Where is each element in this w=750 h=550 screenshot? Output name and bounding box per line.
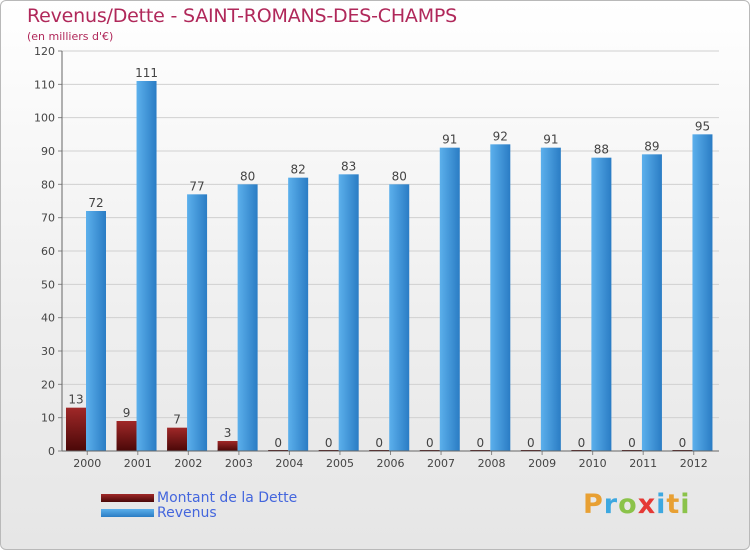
y-axis-ticks: 0 10 20 30 40 50 60 70 80 90 100 110 120 [34, 45, 62, 458]
y-tick-label: 100 [34, 112, 55, 125]
logo-letter: t [666, 489, 681, 520]
legend-swatch-revenus [101, 508, 154, 517]
bar-revenus [86, 211, 106, 451]
data-label-dette: 0 [679, 436, 687, 450]
x-tick-label: 2011 [629, 457, 657, 470]
logo-letter: x [637, 489, 657, 520]
data-labels: 1372911177738008208308009109209108808909… [68, 66, 710, 450]
bar-revenus [540, 147, 561, 451]
axes [61, 51, 719, 452]
bar-revenus [237, 184, 258, 452]
data-label-dette: 9 [123, 406, 131, 420]
logo-letter: P [583, 489, 604, 520]
x-tick-label: 2006 [377, 457, 405, 470]
data-label-revenus: 91 [442, 133, 457, 147]
x-tick-label: 2005 [326, 457, 354, 470]
data-label-dette: 0 [578, 436, 586, 450]
data-label-revenus: 83 [341, 159, 356, 173]
y-tick-label: 0 [48, 445, 55, 458]
y-tick-label: 10 [41, 412, 55, 425]
data-label-revenus: 77 [189, 179, 204, 193]
x-tick-label: 2007 [427, 457, 455, 470]
x-tick-label: 2002 [174, 457, 202, 470]
legend-swatch-dette [101, 493, 154, 502]
y-tick-label: 30 [41, 345, 55, 358]
bar-revenus [641, 154, 662, 452]
data-label-revenus: 88 [594, 143, 609, 157]
data-label-dette: 0 [426, 436, 434, 450]
bar-revenus [490, 144, 511, 452]
data-label-revenus: 89 [644, 139, 659, 153]
data-label-revenus: 82 [291, 163, 306, 177]
bar-dette [116, 421, 137, 451]
bar-revenus [338, 174, 359, 452]
bar-revenus [187, 194, 208, 452]
y-tick-label: 20 [41, 378, 55, 391]
y-tick-label: 90 [41, 145, 55, 158]
bar-revenus [439, 147, 460, 451]
logo-letter: o [618, 489, 638, 520]
data-label-dette: 3 [224, 426, 232, 440]
y-tick-label: 110 [34, 78, 55, 91]
bar-revenus [389, 184, 410, 452]
x-tick-label: 2000 [73, 457, 101, 470]
y-tick-label: 50 [41, 278, 55, 291]
logo-letter: r [603, 489, 619, 520]
data-label-revenus: 95 [695, 119, 710, 133]
y-tick-label: 70 [41, 212, 55, 225]
data-label-revenus: 80 [392, 169, 407, 183]
bar-dette [217, 441, 238, 451]
x-tick-label: 2001 [124, 457, 152, 470]
data-label-dette: 0 [527, 436, 535, 450]
legend-item-dette: Montant de la Dette [101, 487, 298, 506]
data-label-revenus: 111 [135, 66, 158, 80]
data-label-revenus: 72 [88, 196, 103, 210]
bar-dette [66, 407, 86, 451]
y-tick-label: 60 [41, 245, 55, 258]
data-label-revenus: 92 [493, 129, 508, 143]
y-tick-label: 80 [41, 178, 55, 191]
x-tick-label: 2003 [225, 457, 253, 470]
x-axis-ticks: 2000 2001 2002 2003 2004 2005 2006 2007 2008 2009… [73, 451, 708, 470]
legend-item-revenus: Revenus [101, 502, 217, 521]
bar-revenus [288, 177, 309, 451]
data-label-dette: 7 [173, 413, 181, 427]
data-label-dette: 0 [375, 436, 383, 450]
x-tick-label: 2009 [528, 457, 556, 470]
chart-subtitle: (en milliers d'€) [27, 30, 114, 43]
bars [66, 81, 713, 452]
legend-label-revenus: Revenus [157, 504, 217, 521]
data-label-revenus: 80 [240, 169, 255, 183]
logo-letter: i [656, 489, 667, 520]
bar-revenus [591, 157, 612, 451]
legend-label-dette: Montant de la Dette [157, 489, 298, 506]
logo-letter: i [680, 489, 691, 520]
x-tick-label: 2012 [680, 457, 708, 470]
bar-revenus [136, 81, 157, 451]
y-tick-label: 120 [34, 45, 55, 58]
data-label-dette: 0 [476, 436, 484, 450]
chart-title: Revenus/Dette - SAINT-ROMANS-DES-CHAMPS [27, 5, 458, 27]
x-tick-label: 2004 [275, 457, 303, 470]
data-label-dette: 0 [325, 436, 333, 450]
data-label-dette: 0 [274, 436, 282, 450]
y-tick-label: 40 [41, 312, 55, 325]
x-tick-label: 2010 [579, 457, 607, 470]
bar-revenus [692, 134, 713, 452]
x-tick-label: 2008 [478, 457, 506, 470]
data-label-dette: 0 [628, 436, 636, 450]
proxiti-logo: Proxiti [583, 489, 691, 520]
data-label-dette: 13 [68, 393, 83, 407]
bar-dette [167, 427, 188, 451]
data-label-revenus: 91 [543, 133, 558, 147]
